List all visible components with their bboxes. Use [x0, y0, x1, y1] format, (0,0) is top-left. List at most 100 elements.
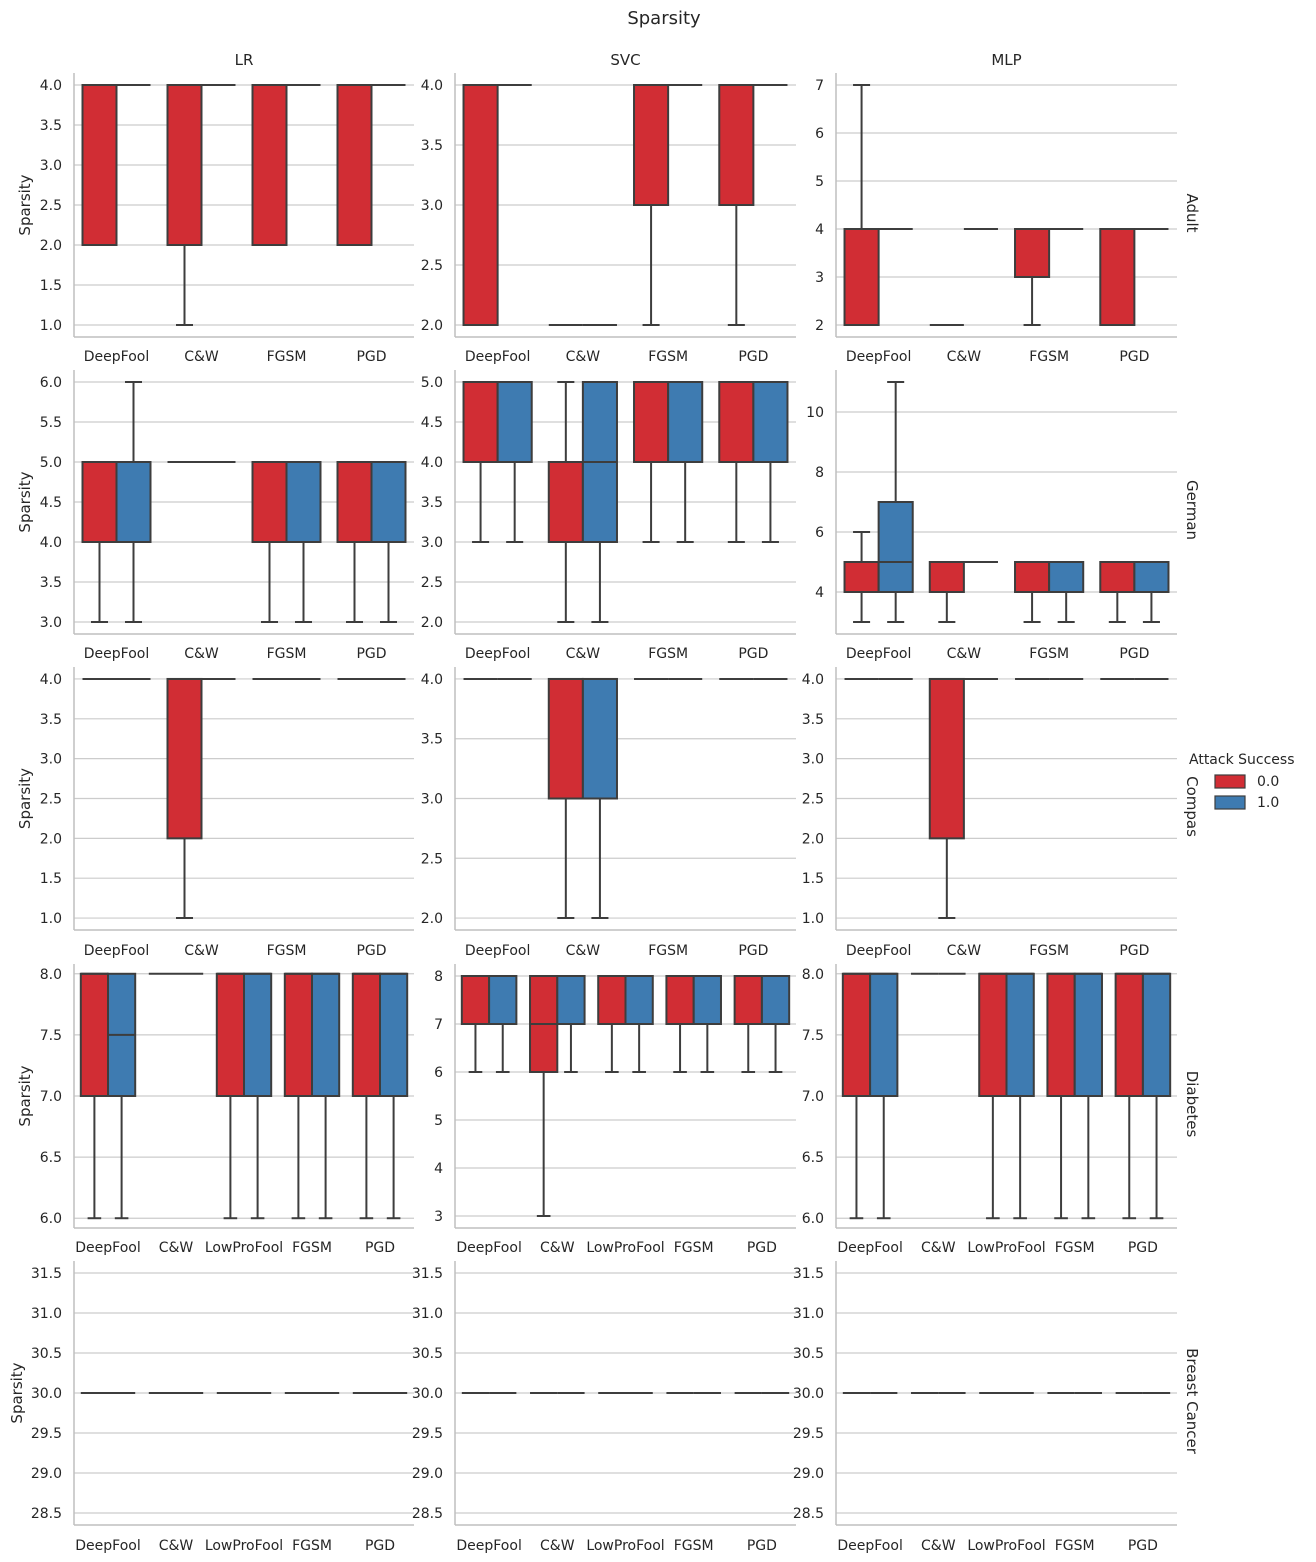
x-tick-label: PGD: [365, 1538, 395, 1554]
box-body: [336, 461, 373, 543]
box-pgd-success: [760, 975, 791, 1073]
box-cw-fail: [166, 84, 203, 326]
box-lowprofool-success: [243, 972, 273, 1220]
y-tick-label: 29.5: [793, 1426, 824, 1442]
x-tick-label: C&W: [184, 349, 219, 365]
y-tick-label: 29.5: [31, 1426, 62, 1442]
box-body: [462, 381, 499, 463]
box-body: [667, 381, 704, 463]
box-deepfool-fail: [79, 972, 110, 1220]
y-tick-label: 3.0: [421, 535, 443, 551]
box-cw-fail: [547, 381, 584, 623]
box-body: [79, 972, 110, 1097]
legend-label-1: 1.0: [1257, 795, 1279, 811]
x-tick-label: DeepFool: [837, 1240, 902, 1256]
box-body: [692, 975, 722, 1025]
box-lowprofool-fail: [215, 972, 246, 1220]
x-tick-label: C&W: [566, 943, 601, 959]
box-fgsm-success: [692, 975, 722, 1073]
box-cw-success: [581, 677, 618, 920]
box-body: [978, 972, 1008, 1097]
box-cw-success: [556, 975, 586, 1073]
y-tick-label: 8.0: [802, 967, 824, 983]
box-deepfool-fail: [843, 84, 880, 326]
x-tick-label: FGSM: [267, 349, 307, 365]
x-tick-label: FGSM: [1029, 646, 1069, 662]
box-body: [633, 84, 670, 206]
legend-title: Attack Success: [1189, 752, 1295, 768]
x-tick-label: DeepFool: [465, 943, 530, 959]
box-cw-fail: [928, 561, 965, 623]
box-body: [760, 975, 791, 1025]
x-tick-label: DeepFool: [465, 646, 530, 662]
box-deepfool-success: [877, 381, 914, 623]
box-body: [556, 975, 586, 1025]
y-tick-label: 2.0: [421, 911, 443, 927]
y-tick-label: 6: [434, 1065, 443, 1081]
box-body: [1099, 228, 1136, 326]
box-deepfool-fail: [841, 972, 872, 1220]
box-fgsm-success: [667, 381, 704, 543]
box-pgd-success: [1141, 972, 1172, 1220]
y-tick-label: 7.0: [40, 1089, 62, 1105]
box-pgd-fail: [718, 381, 755, 543]
y-tick-label: 2.5: [421, 575, 443, 591]
box-body: [285, 461, 322, 543]
x-tick-label: FGSM: [1029, 349, 1069, 365]
x-tick-label: FGSM: [267, 646, 307, 662]
x-tick-label: DeepFool: [846, 349, 911, 365]
y-tick-label: 2: [815, 318, 824, 334]
x-tick-label: C&W: [566, 646, 601, 662]
y-tick-label: 28.5: [412, 1506, 443, 1522]
box-body: [1133, 561, 1170, 593]
box-deepfool-success: [496, 381, 533, 543]
box-body: [81, 461, 118, 543]
panel-breast-cancer-lr: 28.5 29.0 29.5 30.0 30.5 31.0 31.5 Sparsity Deep…: [8, 1261, 414, 1554]
x-tick-label: C&W: [947, 646, 982, 662]
x-tick-label: DeepFool: [84, 943, 149, 959]
box-deepfool-success: [488, 975, 518, 1073]
box-body: [1114, 972, 1144, 1097]
y-tick-label: 4.5: [421, 415, 443, 431]
box-body: [1014, 228, 1051, 278]
y-axis-label: Sparsity: [16, 471, 34, 532]
box-body: [460, 975, 491, 1025]
panel-adult-mlp: 2 3 4 5 6 7 DeepFool C&W FGSM PGD: [815, 73, 1177, 365]
x-tick-label: FGSM: [674, 1538, 714, 1554]
box-body: [462, 84, 499, 326]
legend-label-0: 0.0: [1257, 774, 1279, 790]
box-deepfool-success: [115, 381, 152, 623]
box-lowprofool-success: [624, 975, 654, 1073]
box-fgsm-fail: [633, 84, 670, 326]
x-tick-label: FGSM: [1055, 1240, 1095, 1256]
y-tick-label: 3.5: [421, 138, 443, 154]
box-body: [215, 972, 246, 1097]
y-tick-label: 3.0: [421, 792, 443, 808]
box-deepfool-fail: [843, 531, 880, 623]
y-axis-label: Sparsity: [16, 174, 34, 235]
box-body: [243, 972, 273, 1097]
x-tick-label: DeepFool: [456, 1538, 521, 1554]
box-fgsm-fail: [1014, 561, 1051, 623]
y-tick-label: 6: [815, 525, 824, 541]
y-tick-label: 8: [434, 969, 443, 985]
y-tick-label: 1.5: [802, 871, 824, 887]
x-tick-label: LowProFool: [967, 1240, 1045, 1256]
box-body: [1099, 561, 1136, 593]
y-tick-label: 4.5: [40, 495, 62, 511]
row-title: German: [1183, 480, 1201, 540]
box-pgd-fail: [718, 84, 755, 326]
box-body: [547, 677, 584, 800]
x-tick-label: FGSM: [648, 349, 688, 365]
chart-title: Sparsity: [627, 8, 701, 29]
y-tick-label: 3.0: [40, 752, 62, 768]
x-tick-label: DeepFool: [465, 349, 530, 365]
x-tick-label: LowProFool: [205, 1240, 283, 1256]
legend: Attack Success 0.0 1.0: [1189, 752, 1295, 811]
y-tick-label: 6.5: [802, 1150, 824, 1166]
y-tick-label: 2.5: [421, 851, 443, 867]
box-cw-fail: [928, 677, 965, 920]
y-tick-label: 5.0: [40, 455, 62, 471]
y-tick-label: 7.0: [802, 1089, 824, 1105]
y-tick-label: 30.0: [31, 1386, 62, 1402]
